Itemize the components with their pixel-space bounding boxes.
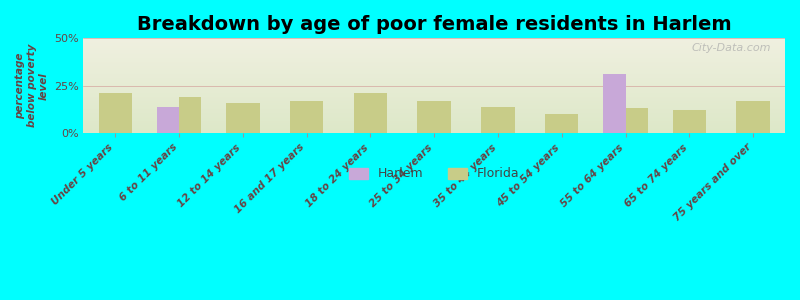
Legend: Harlem, Florida: Harlem, Florida [344,163,525,185]
Bar [179,97,202,133]
Text: City-Data.com: City-Data.com [691,43,771,53]
Bar [226,103,259,133]
Bar [545,114,578,133]
Bar [603,74,626,133]
Bar [626,108,648,133]
Bar [98,93,132,133]
Bar [354,93,387,133]
Y-axis label: percentage
below poverty
level: percentage below poverty level [15,44,48,128]
Title: Breakdown by age of poor female residents in Harlem: Breakdown by age of poor female resident… [137,15,731,34]
Bar [290,101,323,133]
Bar [157,106,179,133]
Bar [418,101,451,133]
Bar [736,101,770,133]
Bar [482,106,514,133]
Bar [673,110,706,133]
